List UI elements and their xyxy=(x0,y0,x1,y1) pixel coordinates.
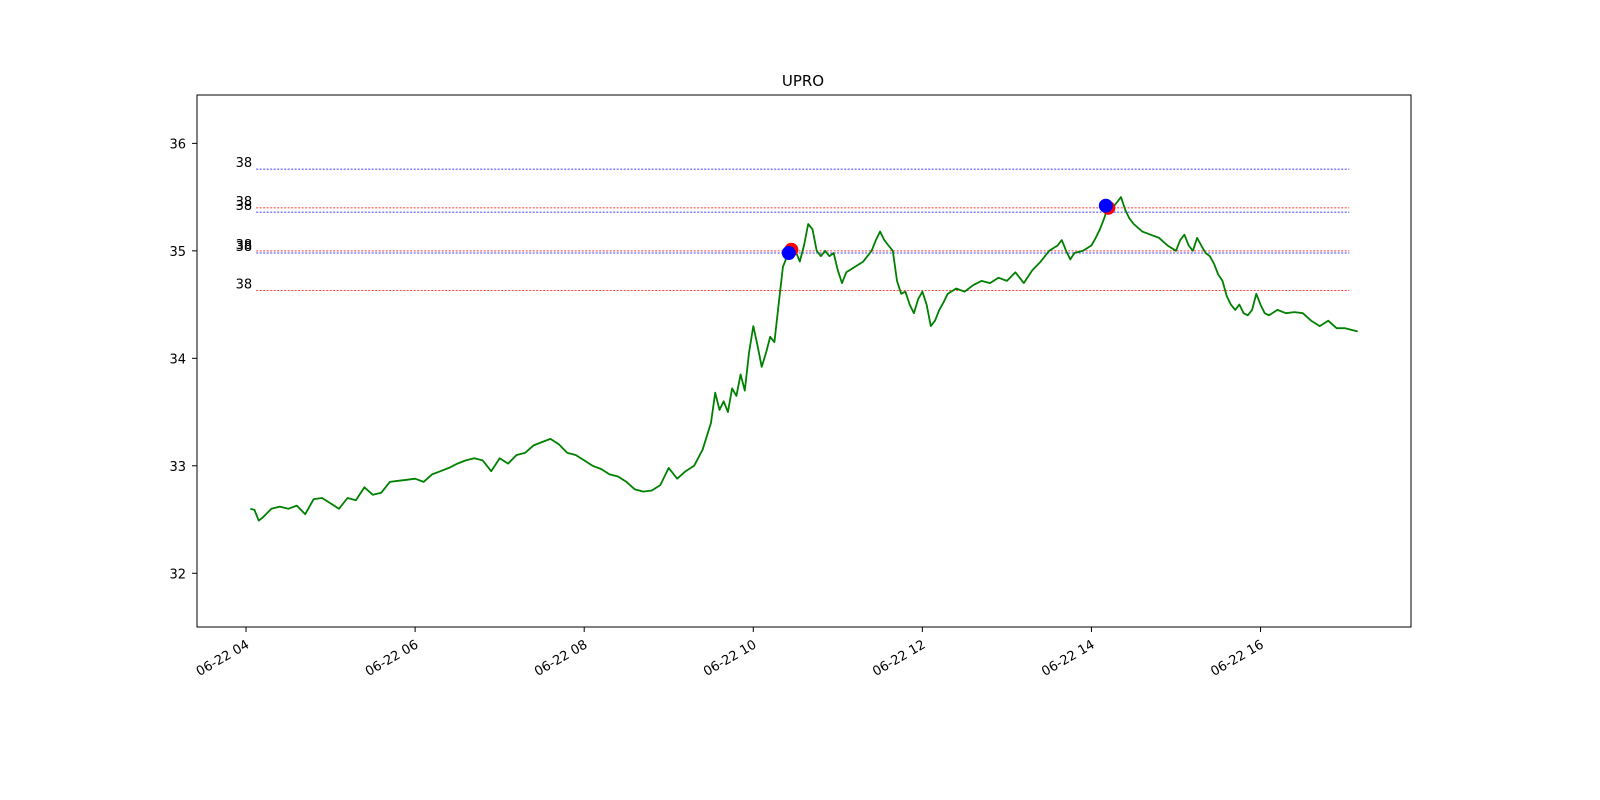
x-tick-label: 06-22 10 xyxy=(701,637,759,679)
level-label: 38 xyxy=(236,240,253,255)
y-tick-label: 36 xyxy=(169,137,186,152)
y-tick-label: 32 xyxy=(169,567,186,582)
x-tick-label: 06-22 08 xyxy=(532,637,590,679)
x-axis: 06-22 04 06-22 06 06-22 08 06-22 10 06-22 12… xyxy=(194,627,1267,680)
y-tick-label: 35 xyxy=(169,245,186,260)
x-tick-label: 06-22 06 xyxy=(363,637,421,679)
level-label: 38 xyxy=(236,195,253,210)
y-tick-label: 34 xyxy=(169,352,186,367)
price-line xyxy=(250,196,1358,522)
trade-marker xyxy=(781,245,796,260)
level-label: 38 xyxy=(236,238,253,253)
price-series xyxy=(250,196,1358,522)
trade-markers xyxy=(781,198,1116,260)
level-label: 38 xyxy=(236,156,253,171)
y-axis: 32 33 34 35 36 xyxy=(169,137,197,582)
trade-marker xyxy=(1098,198,1113,213)
level-label: 38 xyxy=(236,278,253,293)
level-label: 38 xyxy=(236,199,253,214)
y-tick-label: 33 xyxy=(169,460,186,475)
x-tick-label: 06-22 12 xyxy=(870,637,928,679)
chart-title: UPRO xyxy=(782,72,824,90)
x-tick-label: 06-22 04 xyxy=(194,637,252,679)
x-tick-label: 06-22 14 xyxy=(1039,637,1097,679)
x-tick-label: 06-22 16 xyxy=(1208,637,1266,679)
plot-area-frame xyxy=(196,94,1412,628)
